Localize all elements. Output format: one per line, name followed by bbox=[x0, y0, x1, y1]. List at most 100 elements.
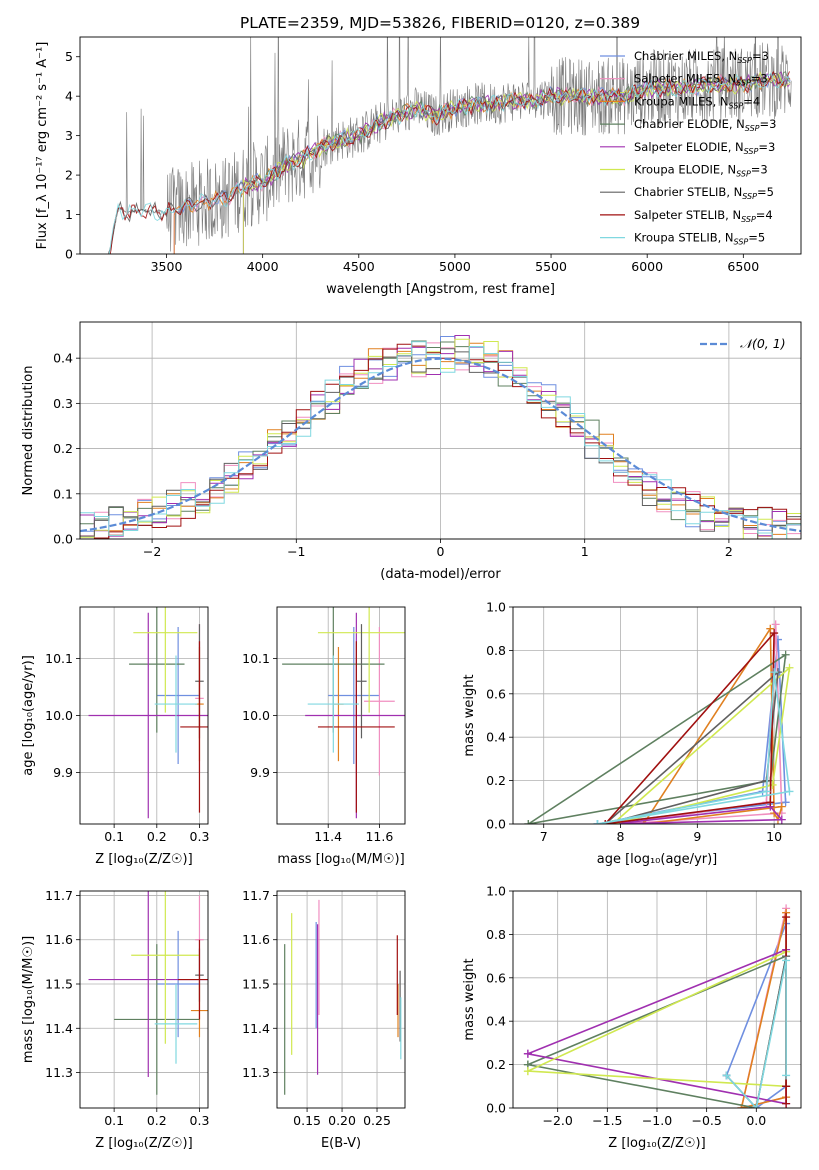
weight-marker-kroupa-miles bbox=[766, 624, 775, 633]
weight-marker-kroupa-stelib bbox=[722, 1071, 731, 1080]
y-axis-label: Normed distribution bbox=[21, 366, 36, 496]
panel-age-vs-mass: 11.4 11.6 9.9 10.0 10.1 mass [log₁₀(M/M☉)] bbox=[242, 606, 406, 867]
x-axis-label: wavelength [Angstrom, rest frame] bbox=[326, 282, 555, 297]
x-tick-label: 4000 bbox=[247, 259, 279, 274]
model-line-kroupa-stelib bbox=[108, 72, 790, 254]
x-tick-label: 0.2 bbox=[147, 1113, 167, 1128]
y-tick-label: 0.6 bbox=[486, 970, 506, 985]
weight-marker-salpeter-stelib bbox=[782, 1082, 791, 1091]
y-tick-label: 0.3 bbox=[53, 396, 73, 411]
weight-line-kroupa-elodie bbox=[612, 667, 791, 824]
x-tick-label: 0.0 bbox=[746, 1113, 766, 1128]
legend-entry-chabrier-stelib: Chabrier STELIB, NSSP=5 bbox=[634, 185, 774, 201]
panel-weight-vs-age: 7 8 9 10 0.0 0.2 0.4 0.6 0.8 1.0 age [log₁₀(age/yr… bbox=[462, 600, 802, 867]
histogram-chabrier-elodie bbox=[80, 340, 801, 527]
weight-marker-kroupa-elodie bbox=[523, 1067, 532, 1076]
y-tick-label: 0.4 bbox=[486, 730, 506, 745]
legend-entry-kroupa-elodie: Kroupa ELODIE, NSSP=3 bbox=[634, 163, 768, 179]
y-tick-label: 0.6 bbox=[486, 686, 506, 701]
x-tick-label: 0.20 bbox=[328, 1113, 356, 1128]
y-tick-label: 0.8 bbox=[486, 643, 506, 658]
panel-spectrum: 3500 4000 4500 5000 5500 6000 6500 0 1 2 3 4 5 wavele… bbox=[35, 36, 802, 297]
plot-area bbox=[108, 37, 792, 254]
weight-marker-salpeter-elodie bbox=[523, 1049, 532, 1058]
x-tick-label: 1 bbox=[581, 544, 589, 559]
x-tick-label: 0.25 bbox=[363, 1113, 391, 1128]
x-tick-label: 2 bbox=[725, 544, 733, 559]
x-tick-label: 11.6 bbox=[365, 829, 393, 844]
y-axis-label: mass [log₁₀(M/M☉)] bbox=[21, 936, 36, 1063]
plot-area bbox=[523, 904, 791, 1108]
y-tick-label: 1 bbox=[65, 207, 73, 222]
y-tick-label: 11.7 bbox=[242, 888, 270, 903]
legend-entry-salpeter-miles: Salpeter MILES, NSSP=3 bbox=[634, 72, 768, 88]
plot-area bbox=[284, 899, 402, 1095]
y-tick-label: 0 bbox=[65, 247, 73, 262]
x-tick-label: 10 bbox=[766, 829, 782, 844]
panel-residuals: −2 −1 0 1 2 0.0 0.1 0.2 0.3 0.4 (data-model)/error… bbox=[21, 321, 802, 582]
y-tick-label: 11.3 bbox=[45, 1065, 73, 1080]
y-tick-label: 11.5 bbox=[45, 977, 73, 992]
gaussian-curve bbox=[80, 357, 801, 533]
y-tick-label: 11.7 bbox=[45, 888, 73, 903]
y-tick-label: 5 bbox=[65, 49, 73, 64]
y-tick-label: 0.2 bbox=[53, 441, 73, 456]
weight-marker-chabrier-elodie bbox=[524, 820, 533, 824]
y-tick-label: 1.0 bbox=[486, 884, 506, 899]
x-tick-label: 0.3 bbox=[190, 1113, 210, 1128]
panel-mass-vs-ebv: 0.15 0.20 0.25 11.3 11.4 11.5 11.6 11.7 E(B-V) bbox=[242, 888, 406, 1151]
model-line-kroupa-elodie bbox=[242, 71, 791, 254]
y-tick-label: 0.4 bbox=[53, 351, 73, 366]
weight-marker-kroupa-stelib bbox=[785, 787, 794, 796]
weight-line-chabrier-stelib bbox=[604, 671, 779, 824]
y-tick-label: 11.3 bbox=[242, 1065, 270, 1080]
legend: 𝒩(0, 1) bbox=[700, 336, 786, 351]
weight-marker-kroupa-miles bbox=[777, 802, 786, 811]
y-tick-label: 0.2 bbox=[486, 773, 506, 788]
x-tick-label: 0.2 bbox=[147, 829, 167, 844]
model-line-salpeter-stelib bbox=[108, 70, 790, 254]
weight-marker-kroupa-stelib bbox=[593, 820, 602, 824]
y-tick-label: 0.1 bbox=[53, 486, 73, 501]
legend-entry-kroupa-stelib: Kroupa STELIB, NSSP=5 bbox=[634, 231, 765, 247]
x-tick-label: 11.4 bbox=[314, 829, 342, 844]
x-axis-label: mass [log₁₀(M/M☉)] bbox=[277, 852, 404, 867]
y-tick-label: 10.1 bbox=[242, 651, 270, 666]
weight-marker-kroupa-elodie bbox=[785, 663, 794, 672]
weight-marker-kroupa-stelib bbox=[762, 787, 771, 796]
figure-title: PLATE=2359, MJD=53826, FIBERID=0120, z=0… bbox=[240, 14, 640, 32]
y-tick-label: 0.0 bbox=[53, 532, 73, 547]
weight-marker-salpeter-stelib bbox=[601, 820, 610, 824]
x-tick-label: 0.15 bbox=[293, 1113, 321, 1128]
legend: Chabrier MILES, NSSP=3 Salpeter MILES, NS… bbox=[600, 49, 776, 247]
y-tick-label: 10.0 bbox=[242, 708, 270, 723]
y-tick-label: 10.0 bbox=[45, 708, 73, 723]
x-tick-label: 0.1 bbox=[104, 829, 124, 844]
weight-marker-chabrier-miles bbox=[781, 798, 790, 807]
weight-marker-salpeter-stelib bbox=[782, 913, 791, 922]
weight-marker-kroupa-stelib bbox=[752, 1104, 761, 1108]
x-axis-label: E(B-V) bbox=[321, 1136, 361, 1151]
weight-marker-salpeter-stelib bbox=[766, 798, 775, 807]
weight-marker-salpeter-stelib bbox=[770, 629, 779, 638]
y-tick-label: 11.4 bbox=[242, 1021, 270, 1036]
legend-entry-salpeter-stelib: Salpeter STELIB, NSSP=4 bbox=[634, 208, 773, 224]
panel-weight-vs-Z: −2.0 −1.5 −1.0 −0.5 0.0 0.0 0.2 0.4 0.6 0.8 1.0 Z [… bbox=[462, 884, 802, 1151]
weight-marker-kroupa-stelib bbox=[782, 956, 791, 965]
plot-area bbox=[80, 335, 801, 539]
weight-marker-salpeter-miles bbox=[771, 620, 780, 629]
legend-entry-gaussian: 𝒩(0, 1) bbox=[740, 336, 786, 351]
x-tick-label: 7 bbox=[540, 829, 548, 844]
x-tick-label: 5500 bbox=[535, 259, 567, 274]
panel-mass-vs-Z: 0.1 0.2 0.3 11.3 11.4 11.5 11.6 11.7 Z [log₁₀(Z/… bbox=[21, 888, 210, 1151]
weight-line-kroupa-stelib bbox=[725, 959, 787, 1108]
x-axis-label: (data-model)/error bbox=[380, 567, 501, 582]
x-tick-label: 0 bbox=[437, 544, 445, 559]
x-tick-label: 4500 bbox=[343, 259, 375, 274]
x-tick-label: −1.0 bbox=[642, 1113, 672, 1128]
legend-entry-chabrier-elodie: Chabrier ELODIE, NSSP=3 bbox=[634, 117, 776, 133]
model-line-salpeter-elodie bbox=[242, 71, 791, 254]
x-tick-label: 3500 bbox=[151, 259, 183, 274]
panel-age-vs-Z: 0.1 0.2 0.3 9.9 10.0 10.1 Z [log₁₀(Z/Z☉)] age [… bbox=[21, 606, 209, 867]
weight-marker-chabrier-elodie bbox=[781, 650, 790, 659]
